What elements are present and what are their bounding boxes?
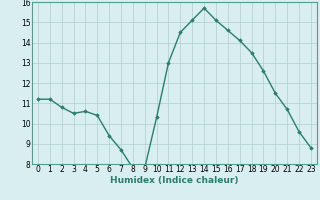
X-axis label: Humidex (Indice chaleur): Humidex (Indice chaleur) [110,176,239,185]
